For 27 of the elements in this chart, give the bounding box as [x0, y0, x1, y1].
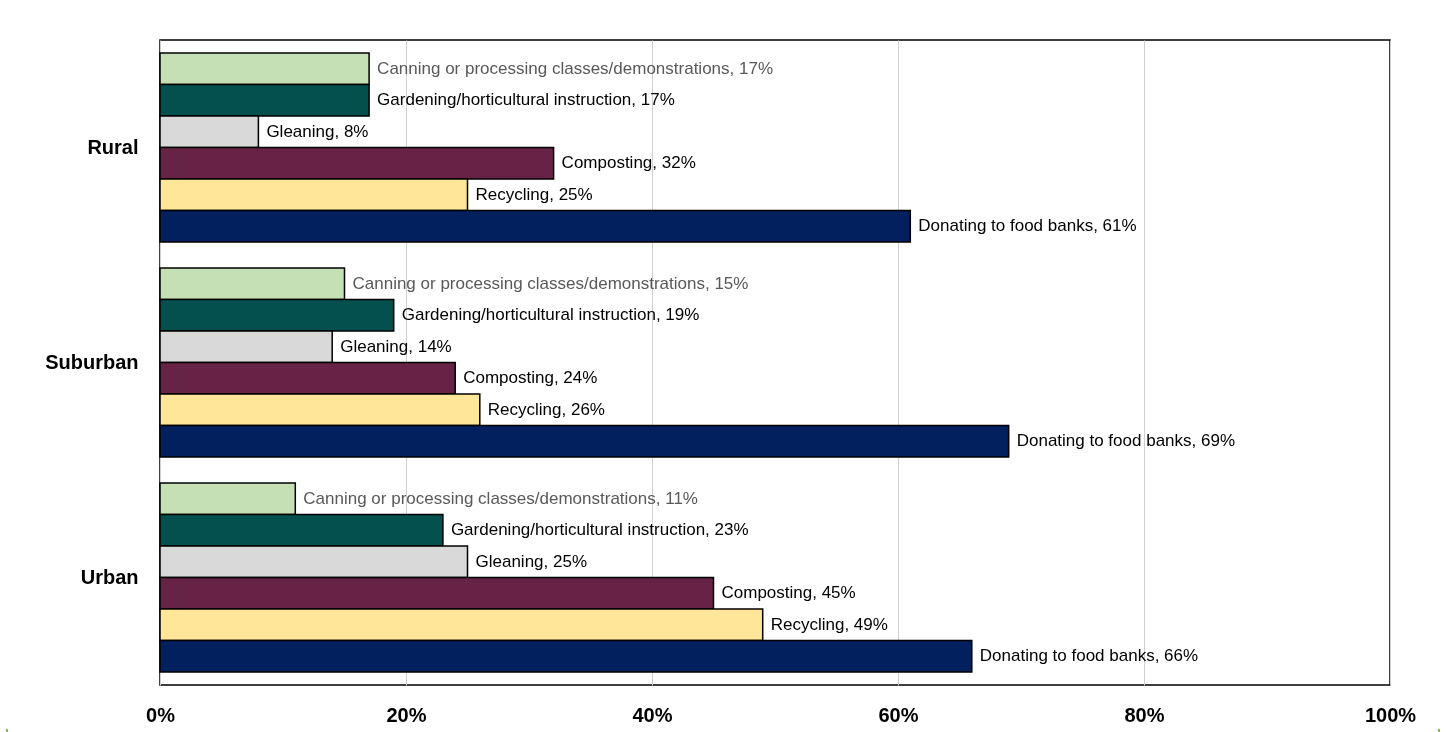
data-label: Donating to food banks, 66% — [979, 646, 1199, 666]
x-tick-label: 80% — [1124, 703, 1165, 726]
data-label: Recycling, 25% — [475, 184, 593, 204]
x-tick-label: 20% — [386, 703, 427, 726]
x-tick-label: 100% — [1364, 703, 1417, 726]
data-label: Canning or processing classes/demonstrations, 11% — [303, 488, 698, 508]
data-label: Gardening/horticultural instruction, 23% — [450, 520, 749, 540]
data-label: Gardening/horticultural instruction, 19% — [401, 305, 700, 325]
data-label: Gardening/horticultural instruction, 17% — [377, 90, 675, 110]
y-tick-label: Suburban — [45, 350, 139, 373]
x-tick-label: 60% — [878, 703, 919, 726]
data-label: Composting, 24% — [463, 368, 598, 388]
data-label: Recycling, 49% — [770, 614, 888, 634]
data-label: Gleaning, 8% — [266, 121, 369, 141]
x-tick-label: 40% — [632, 703, 673, 726]
data-label: Composting, 32% — [561, 153, 696, 173]
data-label: Gleaning, 14% — [340, 336, 452, 356]
x-tick-label: 0% — [146, 703, 176, 726]
data-label: Donating to food banks, 61% — [918, 216, 1137, 236]
data-label: Donating to food banks, 69% — [1016, 431, 1236, 451]
data-label: Canning or processing classes/demonstrations, 17% — [377, 58, 774, 78]
y-tick-label: Urban — [80, 565, 139, 588]
data-label: Recycling, 26% — [487, 399, 605, 419]
data-label: Gleaning, 25% — [475, 551, 588, 571]
data-label: Composting, 45% — [721, 583, 856, 603]
data-label: Canning or processing classes/demonstrations, 15% — [352, 273, 749, 293]
y-tick-label: Rural — [87, 135, 139, 158]
